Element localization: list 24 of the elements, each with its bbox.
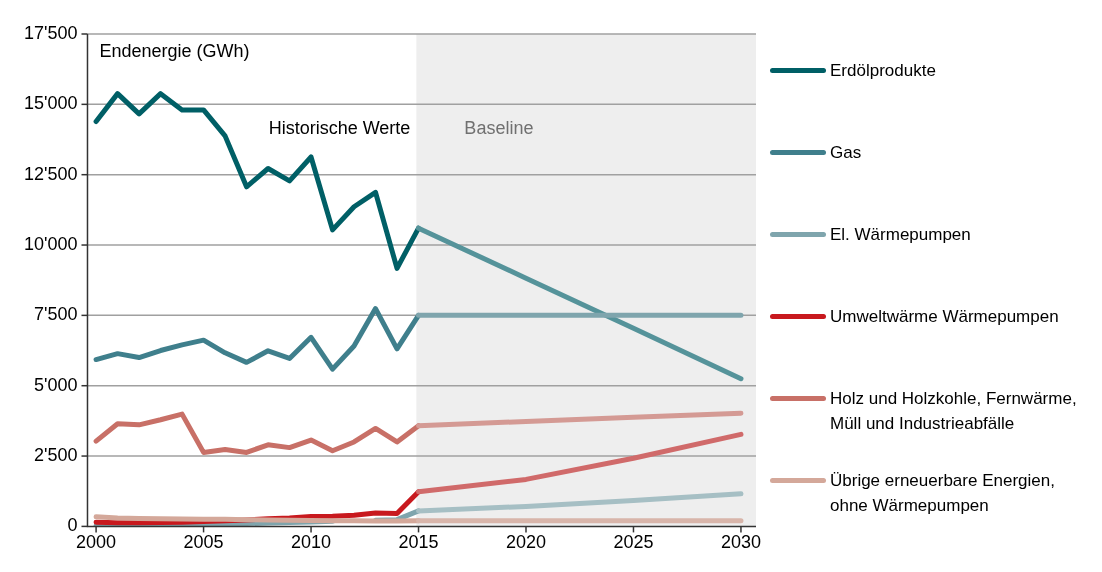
legend-label: Übrige erneuerbare Energien, ohne Wärmepumpen	[830, 470, 1056, 517]
y-tick-label: 15'000	[23, 93, 78, 114]
annotation: Historische Werte	[268, 117, 411, 138]
y-tick-label: 10'000	[23, 234, 78, 254]
y-tick-label: 5'000	[34, 374, 78, 395]
x-tick-label: 2010	[291, 532, 332, 553]
y-axis-title: Endenergie (GWh)	[99, 40, 250, 61]
legend-label: Erdölprodukte	[830, 60, 937, 82]
legend-label: El. Wärmepumpen	[830, 224, 972, 246]
x-tick-label: 2015	[398, 532, 439, 553]
x-tick-label: 2020	[505, 532, 547, 553]
x-tick-label: 2000	[76, 532, 117, 553]
y-tick-label: 17'500	[23, 22, 78, 43]
y-tick-label: 12'500	[23, 163, 78, 184]
x-tick-label: 2030	[720, 532, 761, 553]
y-tick-label: 7'500	[34, 304, 78, 325]
x-tick-label: 2005	[183, 532, 224, 553]
band-label: Baseline	[464, 117, 534, 138]
legend-label: Holz und Holzkohle, Fernwärme, Müll und Industrieabfälle	[830, 388, 1078, 435]
x-tick-label: 2025	[613, 532, 654, 553]
legend-label: Gas	[830, 142, 863, 164]
legend-label: Umweltwärme Wärmepumpen	[830, 306, 1060, 328]
y-tick-label: 0	[67, 515, 78, 536]
y-tick-label: 2'500	[34, 445, 78, 466]
